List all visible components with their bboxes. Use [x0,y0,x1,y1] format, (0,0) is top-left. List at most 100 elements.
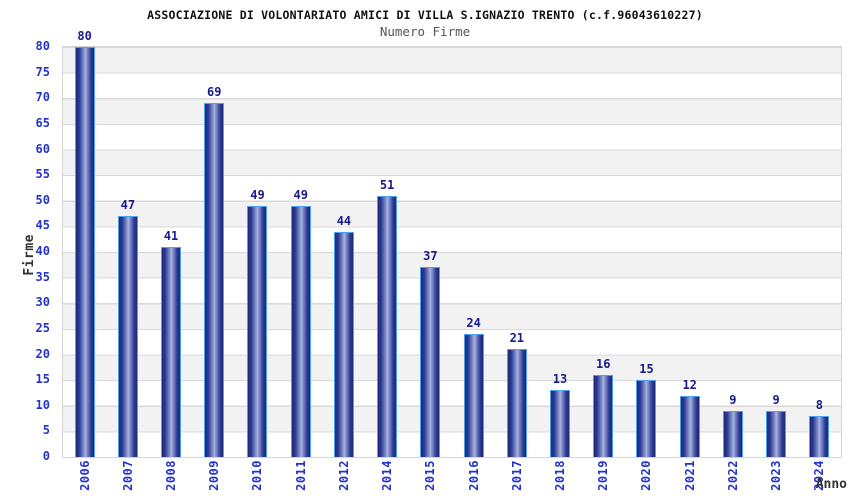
x-tick-slot: 2019 [582,460,625,498]
y-tick-label: 0 [42,449,50,463]
x-axis-title: Anno [815,477,847,492]
x-tick-slot: 2009 [193,460,236,498]
bar-2007 [117,216,138,457]
bar-value-label: 21 [509,331,525,346]
bar-slot: 49 [279,47,322,457]
bar-slot: 24 [452,47,495,457]
x-tick-slot: 2012 [322,460,365,498]
bar-2012 [333,231,354,457]
bar-slot: 15 [625,47,668,457]
bar-slot: 9 [755,47,798,457]
x-tick-label: 2018 [553,460,568,491]
bar-2022 [722,410,743,457]
bar-2024 [809,416,830,457]
bar-2021 [679,395,700,457]
x-tick-label: 2023 [769,460,784,491]
bar-2015 [420,267,441,457]
plot-area: 80 47 41 69 49 49 44 51 37 24 21 13 16 15 12 9 9 8 [62,30,842,458]
x-tick-label: 2017 [509,460,524,491]
y-tick-label: 15 [35,372,50,387]
x-tick-label: 2011 [293,460,308,491]
y-tick-label: 35 [35,269,50,284]
bar-value-label: 15 [639,362,654,377]
bar-2020 [636,380,657,457]
bar-slot: 12 [668,47,711,457]
x-tick-label: 2006 [77,460,92,491]
x-tick-slot: 2008 [149,460,192,498]
y-tick-label: 10 [35,397,50,412]
y-tick-label: 55 [35,167,50,182]
bar-slot: 8 [798,47,841,457]
bar-value-label: 9 [729,392,737,407]
bar-value-label: 49 [293,187,308,202]
bar-2017 [506,349,527,457]
bar-2011 [290,205,311,457]
bar-slot: 16 [582,47,625,457]
bar-slot: 49 [236,47,279,457]
x-tick-label: 2012 [336,460,351,491]
x-tick-label: 2007 [120,460,135,491]
x-tick-label: 2022 [725,460,740,491]
bar-value-label: 49 [250,187,265,202]
x-tick-label: 2009 [207,460,222,491]
bar-value-label: 13 [552,372,568,387]
x-tick-slot: 2016 [452,460,495,498]
x-tick-label: 2021 [682,460,697,491]
y-tick-label: 45 [35,218,50,233]
bar-value-label: 69 [207,85,222,100]
x-tick-label: 2008 [164,460,179,491]
y-tick-label: 65 [35,115,50,130]
bar-slot: 41 [149,47,192,457]
bar-slot: 47 [106,47,149,457]
bar-2018 [550,390,571,457]
x-tick-slot: 2018 [538,460,581,498]
bar-slot: 37 [409,47,452,457]
bar-value-label: 9 [772,392,780,407]
bar-value-label: 12 [682,377,697,392]
bar-value-label: 47 [120,198,136,213]
bar-slot: 13 [538,47,581,457]
bar-slot: 21 [495,47,538,457]
bar-value-label: 41 [163,228,179,243]
x-tick-slot: 2021 [668,460,711,498]
bar-value-label: 80 [77,29,92,43]
x-tick-slot: 2015 [409,460,452,498]
y-tick-label: 60 [35,141,50,156]
x-tick-label: 2014 [380,460,395,491]
y-tick-label: 70 [35,90,50,105]
bars-layer: 80 47 41 69 49 49 44 51 37 24 21 13 16 15 12 9 9 8 [63,30,841,457]
x-tick-label: 2016 [466,460,481,491]
y-tick-label: 75 [35,64,50,79]
x-tick-slot: 2006 [63,460,106,498]
bar-value-label: 51 [379,177,395,192]
x-tick-slot: 2011 [279,460,322,498]
y-tick-label: 30 [35,295,50,310]
y-tick-label: 40 [35,244,50,258]
bar-slot: 69 [193,47,236,457]
x-tick-label: 2010 [250,460,265,491]
x-tick-slot: 2010 [236,460,279,498]
bar-value-label: 24 [466,316,481,330]
chart-subtitle: Numero Firme [379,24,471,39]
y-tick-label: 80 [35,39,50,53]
y-tick-label: 5 [42,423,50,438]
bar-2010 [247,205,268,457]
y-tick-label: 50 [35,192,50,207]
x-tick-slot: 2023 [755,460,798,498]
x-tick-slot: 2022 [711,460,754,498]
bar-2014 [377,195,398,457]
x-tick-label: 2019 [596,460,611,491]
bar-2023 [766,410,787,457]
bar-2008 [161,246,182,457]
bar-2006 [74,47,95,457]
x-tick-label: 2015 [423,460,438,491]
x-axis-ticks: 2006 2007 2008 2009 2010 2011 2012 2014 2015 2016… [63,460,841,498]
bar-value-label: 16 [596,357,611,371]
bar-2019 [593,375,614,457]
x-tick-slot: 2017 [495,460,538,498]
bar-slot: 9 [711,47,754,457]
chart-title: ASSOCIAZIONE DI VOLONTARIATO AMICI DI VI… [147,8,703,22]
bar-value-label: 8 [815,398,823,412]
bar-value-label: 44 [336,213,352,228]
